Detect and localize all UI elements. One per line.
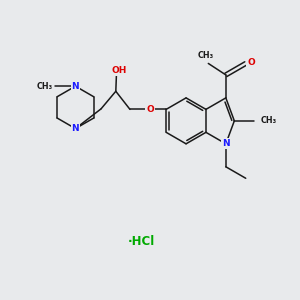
Text: CH₃: CH₃ <box>260 116 276 125</box>
Text: O: O <box>146 105 154 114</box>
Text: N: N <box>72 82 79 91</box>
Text: CH₃: CH₃ <box>197 51 213 60</box>
Text: ·HCl: ·HCl <box>128 235 155 248</box>
Text: N: N <box>72 124 79 133</box>
Text: OH: OH <box>111 67 126 76</box>
Text: O: O <box>247 58 255 67</box>
Text: N: N <box>222 139 230 148</box>
Text: CH₃: CH₃ <box>37 82 53 91</box>
